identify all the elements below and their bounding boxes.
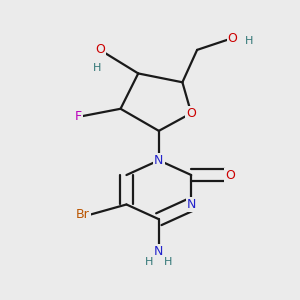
Text: N: N [154,154,164,167]
Text: O: O [225,169,235,182]
Text: N: N [187,198,196,211]
Text: O: O [186,107,196,120]
Text: O: O [227,32,237,45]
Text: H: H [164,257,173,268]
Text: H: H [145,257,153,268]
Text: Br: Br [76,208,90,221]
Text: N: N [154,245,164,258]
Text: H: H [93,63,101,73]
Text: F: F [75,110,82,123]
Text: H: H [244,36,253,46]
Text: O: O [95,44,105,56]
